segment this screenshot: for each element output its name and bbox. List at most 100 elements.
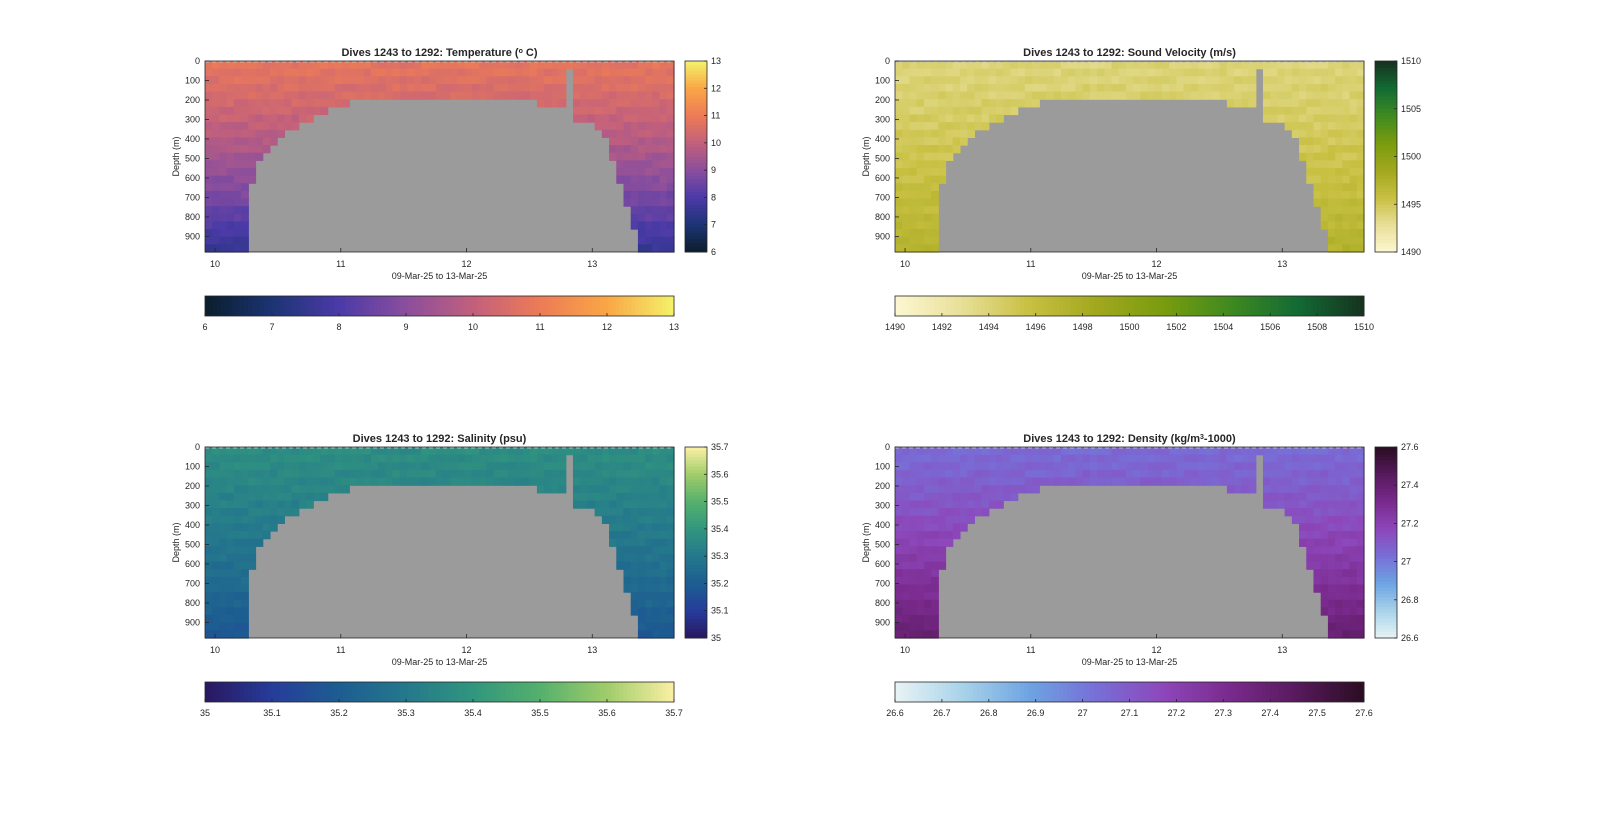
heatmap-cell — [666, 244, 675, 253]
heatmap-cell — [363, 61, 372, 70]
horizontal-colorbar-segment — [584, 296, 589, 316]
heatmap-cell — [1327, 515, 1336, 524]
vertical-colorbar-segment — [1375, 520, 1397, 524]
heatmap-cell — [902, 160, 911, 169]
heatmap-cell — [909, 244, 918, 253]
heatmap-cell — [1270, 91, 1279, 100]
horizontal-colorbar-segment — [1098, 682, 1103, 702]
horizontal-colorbar-segment — [1070, 682, 1076, 702]
heatmap-cell — [1335, 500, 1343, 509]
heatmap-cell — [508, 462, 516, 471]
horizontal-colorbar-segment — [568, 296, 573, 316]
heatmap-cell — [1313, 198, 1322, 207]
heatmap-cell — [1125, 477, 1134, 486]
heatmap-cell — [587, 83, 596, 93]
y-tick-label: 900 — [875, 617, 890, 627]
heatmap-cell — [572, 477, 581, 486]
chart-title: Dives 1243 to 1292: Sound Velocity (m/s) — [1023, 47, 1236, 59]
horizontal-colorbar-segment — [599, 682, 605, 702]
heatmap-cell — [594, 462, 603, 471]
heatmap-cell — [637, 198, 646, 207]
heatmap-cell — [1270, 83, 1279, 93]
heatmap-cell — [219, 167, 228, 177]
heatmap-cell — [945, 129, 954, 138]
heatmap-cell — [952, 99, 961, 108]
heatmap-cell — [226, 68, 235, 77]
heatmap-cell — [205, 129, 213, 138]
heatmap-cell — [666, 553, 675, 563]
heatmap-cell — [262, 485, 271, 494]
heatmap-cell — [457, 447, 466, 456]
horizontal-colorbar-segment — [1051, 296, 1056, 316]
heatmap-cell — [623, 569, 632, 578]
heatmap-cell — [1198, 61, 1206, 70]
horizontal-colorbar-segment — [1321, 296, 1326, 316]
heatmap-cell — [666, 76, 675, 85]
heatmap-cell — [205, 106, 213, 116]
vertical-colorbar-segment — [1375, 86, 1397, 91]
heatmap-cell — [1349, 454, 1358, 463]
heatmap-cell — [1024, 91, 1033, 100]
horizontal-colorbar-segment — [902, 296, 908, 316]
heatmap-cell — [1241, 99, 1250, 108]
horizontal-colorbar-segment — [670, 296, 675, 316]
heatmap-cell — [652, 91, 661, 100]
horizontal-colorbar-segment — [1109, 682, 1115, 702]
heatmap-cell — [659, 515, 668, 524]
heatmap-cell — [659, 221, 668, 230]
horizontal-colorbar-segment — [208, 682, 214, 702]
heatmap-cell — [378, 91, 386, 100]
heatmap-cell — [916, 462, 925, 471]
heatmap-cell — [1356, 454, 1365, 463]
heatmap-cell — [630, 500, 639, 509]
heatmap-cell — [952, 114, 961, 123]
horizontal-colorbar-segment — [591, 682, 597, 702]
heatmap-cell — [572, 485, 581, 494]
heatmap-cell — [1320, 129, 1329, 138]
heatmap-cell — [1327, 538, 1336, 547]
heatmap-cell — [1306, 152, 1315, 161]
heatmap-cell — [1299, 114, 1307, 123]
horizontal-colorbar-segment — [965, 296, 970, 316]
vertical-colorbar-segment — [1375, 111, 1397, 116]
heatmap-cell — [1017, 99, 1026, 108]
heatmap-cell — [500, 91, 509, 100]
horizontal-colorbar-segment — [1356, 296, 1361, 316]
horizontal-colorbar-segment — [388, 682, 394, 702]
vertical-colorbar-segment — [1375, 102, 1397, 107]
heatmap-cell — [1140, 462, 1149, 471]
heatmap-cell — [306, 83, 314, 93]
heatmap-cell — [895, 99, 903, 108]
heatmap-cell — [1335, 68, 1343, 77]
heatmap-cell — [233, 469, 242, 479]
y-tick-label: 500 — [185, 539, 200, 549]
heatmap-cell — [594, 91, 603, 100]
heatmap-cell — [988, 485, 997, 494]
heatmap-cell — [1342, 462, 1351, 471]
heatmap-cell — [313, 106, 322, 116]
heatmap-cell — [931, 221, 939, 230]
heatmap-cell — [616, 152, 625, 161]
heatmap-cell — [601, 68, 610, 77]
heatmap-cell — [1154, 454, 1163, 463]
heatmap-cell — [1234, 76, 1242, 85]
heatmap-cell — [623, 561, 632, 570]
heatmap-cell — [895, 129, 903, 138]
heatmap-cell — [974, 477, 983, 486]
heatmap-cell — [1327, 129, 1336, 138]
heatmap-cell — [1053, 76, 1062, 85]
heatmap-cell — [1291, 515, 1300, 524]
heatmap-cell — [923, 206, 932, 215]
heatmap-cell — [952, 515, 961, 524]
heatmap-cell — [1097, 91, 1105, 100]
heatmap-cell — [1190, 462, 1199, 471]
heatmap-cell — [1356, 198, 1365, 207]
heatmap-cell — [407, 462, 415, 471]
horizontal-colorbar-segment — [513, 682, 519, 702]
heatmap-cell — [226, 599, 235, 609]
heatmap-cell — [327, 68, 336, 77]
horizontal-colorbar-segment — [373, 296, 378, 316]
heatmap-cell — [241, 183, 249, 192]
heatmap-cell — [248, 76, 257, 85]
heatmap-cell — [558, 99, 567, 108]
